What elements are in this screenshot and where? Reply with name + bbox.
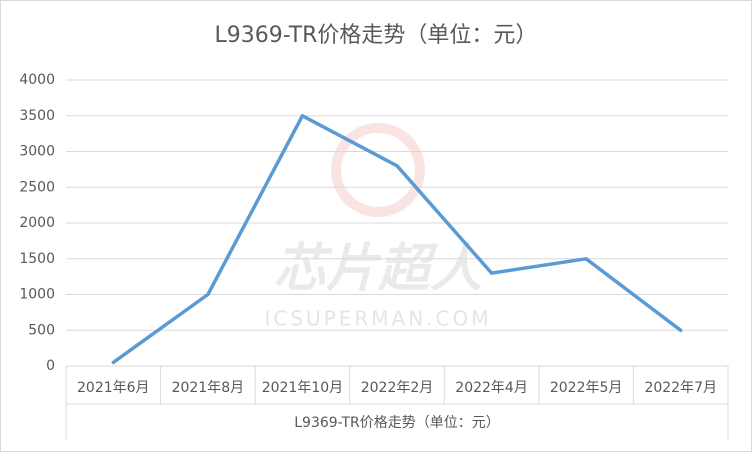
watermark: 芯片超人 ICSUPERMAN.COM <box>264 123 491 331</box>
watermark-logo <box>331 123 425 217</box>
y-tick-label: 2500 <box>19 179 55 195</box>
y-tick-label: 3500 <box>19 108 55 124</box>
legend-label: L9369-TR价格走势（单位：元） <box>294 415 499 431</box>
x-tick-label: 2022年7月 <box>644 380 717 396</box>
y-tick-label: 1000 <box>19 287 55 303</box>
line-series <box>111 114 683 365</box>
x-tick-label: 2022年4月 <box>455 380 528 396</box>
y-tick-label: 500 <box>28 322 55 338</box>
watermark-url: ICSUPERMAN.COM <box>264 307 491 331</box>
y-tick-label: 1500 <box>19 251 55 267</box>
x-tick-label: 2022年2月 <box>361 380 434 396</box>
y-tick-label: 0 <box>46 358 55 374</box>
watermark-text: 芯片超人 <box>274 239 482 299</box>
y-tick-label: 2000 <box>19 215 55 231</box>
chart-title: L9369-TR价格走势（单位：元） <box>215 23 538 48</box>
x-tick-label: 2021年6月 <box>77 380 150 396</box>
x-tick-label: 2022年5月 <box>550 380 623 396</box>
y-tick-label: 3000 <box>19 144 55 160</box>
y-tick-label: 4000 <box>19 72 55 88</box>
x-tick-label: 2021年8月 <box>172 380 245 396</box>
x-tick-label: 2021年10月 <box>262 380 343 396</box>
